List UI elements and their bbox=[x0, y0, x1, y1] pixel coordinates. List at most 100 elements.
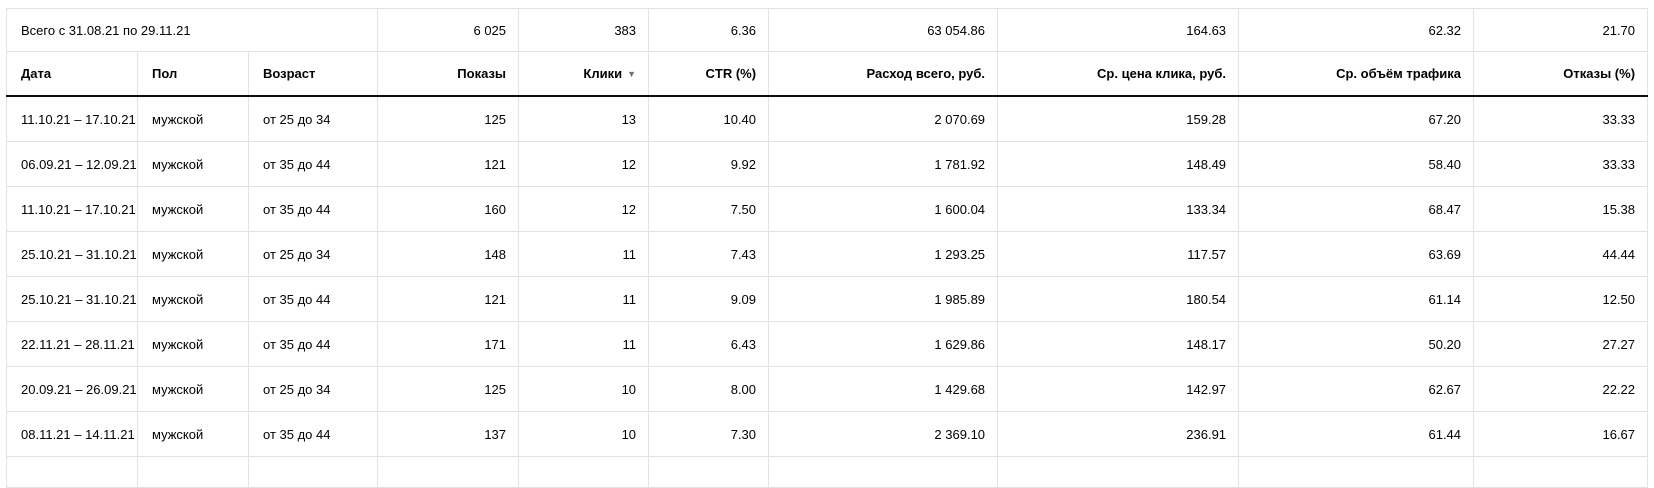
totals-ctr: 6.36 bbox=[648, 8, 770, 52]
table-row: 11.10.21 – 17.10.21 мужской от 35 до 44 160… bbox=[6, 186, 1649, 232]
cell-bounce-rate: 33.33 bbox=[1473, 141, 1649, 187]
column-header-ctr[interactable]: CTR (%) bbox=[648, 51, 770, 97]
cell-avg-cpc: 117.57 bbox=[997, 231, 1240, 277]
cell-impressions: 171 bbox=[377, 321, 520, 367]
table-row: 22.11.21 – 28.11.21 мужской от 35 до 44 171… bbox=[6, 321, 1649, 367]
cell-avg-cpc: 159.28 bbox=[997, 95, 1240, 142]
header-row: Дата Пол Возраст Показы Клики ▼ CTR (%) Р… bbox=[6, 51, 1649, 97]
cell-total-cost: 1 600.04 bbox=[768, 186, 999, 232]
cell-bounce-rate: 44.44 bbox=[1473, 231, 1649, 277]
cell-total-cost: 1 985.89 bbox=[768, 276, 999, 322]
column-header-clicks-label: Клики bbox=[583, 66, 623, 81]
column-header-avg-cpc[interactable]: Ср. цена клика, руб. bbox=[997, 51, 1240, 97]
cell-total-cost: 1 781.92 bbox=[768, 141, 999, 187]
cell-date: 08.11.21 – 14.11.21 bbox=[6, 411, 138, 457]
table-row: 06.09.21 – 12.09.21 мужской от 35 до 44 121… bbox=[6, 141, 1649, 187]
totals-row: Всего с 31.08.21 по 29.11.21 6 025 383 6… bbox=[5, 8, 1649, 52]
totals-avg-traffic-volume: 62.32 bbox=[1238, 8, 1475, 52]
cell-impressions: 125 bbox=[377, 95, 520, 142]
cell-gender: мужской bbox=[137, 95, 249, 142]
cell-gender: мужской bbox=[137, 411, 249, 457]
cell-avg-cpc: 180.54 bbox=[997, 276, 1240, 322]
cell-bounce-rate: 22.22 bbox=[1473, 366, 1649, 412]
totals-total-cost: 63 054.86 bbox=[768, 8, 999, 52]
cell-gender: мужской bbox=[137, 366, 249, 412]
totals-impressions: 6 025 bbox=[377, 8, 520, 52]
cell-gender: мужской bbox=[137, 276, 249, 322]
table-row: 25.10.21 – 31.10.21 мужской от 35 до 44 121… bbox=[6, 276, 1649, 322]
cell-bounce-rate: 27.27 bbox=[1473, 321, 1649, 367]
cell-bounce-rate: 33.33 bbox=[1473, 95, 1649, 142]
cell-avg-traffic-volume: 68.47 bbox=[1238, 186, 1475, 232]
cell-ctr: 7.50 bbox=[648, 186, 770, 232]
cell-ctr: 6.43 bbox=[648, 321, 770, 367]
cell-total-cost: 1 429.68 bbox=[768, 366, 999, 412]
cell-avg-traffic-volume: 62.67 bbox=[1238, 366, 1475, 412]
cell-gender: мужской bbox=[137, 186, 249, 232]
cell-avg-traffic-volume: 67.20 bbox=[1238, 95, 1475, 142]
cell-clicks: 11 bbox=[518, 276, 650, 322]
table-row: 08.11.21 – 14.11.21 мужской от 35 до 44 137… bbox=[6, 411, 1649, 457]
column-header-gender[interactable]: Пол bbox=[137, 51, 249, 97]
cell-avg-cpc: 236.91 bbox=[997, 411, 1240, 457]
cell-date: 20.09.21 – 26.09.21 bbox=[6, 366, 138, 412]
cell-date: 22.11.21 – 28.11.21 bbox=[6, 321, 138, 367]
cell-clicks: 13 bbox=[518, 95, 650, 142]
column-header-date[interactable]: Дата bbox=[6, 51, 138, 97]
cell-clicks: 11 bbox=[518, 321, 650, 367]
column-header-age[interactable]: Возраст bbox=[247, 51, 379, 97]
cell-age: от 35 до 44 bbox=[247, 276, 379, 322]
column-header-total-cost[interactable]: Расход всего, руб. bbox=[768, 51, 999, 97]
column-header-clicks[interactable]: Клики ▼ bbox=[518, 51, 650, 97]
cell-bounce-rate: 16.67 bbox=[1473, 411, 1649, 457]
cell-avg-traffic-volume: 63.69 bbox=[1238, 231, 1475, 277]
cell-age: от 25 до 34 bbox=[247, 95, 379, 142]
cell-avg-traffic-volume: 58.40 bbox=[1238, 141, 1475, 187]
cell-clicks: 10 bbox=[518, 366, 650, 412]
table-row: 11.10.21 – 17.10.21 мужской от 25 до 34 125… bbox=[6, 95, 1649, 142]
cell-avg-traffic-volume: 61.14 bbox=[1238, 276, 1475, 322]
table-body: 11.10.21 – 17.10.21 мужской от 25 до 34 125… bbox=[6, 95, 1649, 457]
cell-bounce-rate: 15.38 bbox=[1473, 186, 1649, 232]
cell-date: 11.10.21 – 17.10.21 bbox=[6, 95, 138, 142]
cell-total-cost: 2 369.10 bbox=[768, 411, 999, 457]
cell-avg-cpc: 148.17 bbox=[997, 321, 1240, 367]
cell-total-cost: 1 293.25 bbox=[768, 231, 999, 277]
table-row: 25.10.21 – 31.10.21 мужской от 25 до 34 148… bbox=[6, 231, 1649, 277]
cell-age: от 35 до 44 bbox=[247, 321, 379, 367]
cell-date: 06.09.21 – 12.09.21 bbox=[6, 141, 138, 187]
cell-ctr: 8.00 bbox=[648, 366, 770, 412]
cell-age: от 25 до 34 bbox=[247, 366, 379, 412]
cell-impressions: 137 bbox=[377, 411, 520, 457]
column-header-impressions[interactable]: Показы bbox=[377, 51, 520, 97]
cell-date: 25.10.21 – 31.10.21 bbox=[6, 276, 138, 322]
cell-impressions: 148 bbox=[377, 231, 520, 277]
cell-date: 11.10.21 – 17.10.21 bbox=[6, 186, 138, 232]
column-header-bounce-rate[interactable]: Отказы (%) bbox=[1473, 51, 1649, 97]
table-row: 20.09.21 – 26.09.21 мужской от 25 до 34 125… bbox=[6, 366, 1649, 412]
cell-ctr: 7.30 bbox=[648, 411, 770, 457]
cell-clicks: 11 bbox=[518, 231, 650, 277]
cell-impressions: 121 bbox=[377, 141, 520, 187]
cell-bounce-rate: 12.50 bbox=[1473, 276, 1649, 322]
cell-clicks: 12 bbox=[518, 186, 650, 232]
statistics-table: Всего с 31.08.21 по 29.11.21 6 025 383 6… bbox=[5, 8, 1649, 488]
cell-impressions: 121 bbox=[377, 276, 520, 322]
cell-ctr: 9.92 bbox=[648, 141, 770, 187]
cell-clicks: 12 bbox=[518, 141, 650, 187]
sort-desc-icon[interactable]: ▼ bbox=[627, 69, 637, 79]
cell-age: от 35 до 44 bbox=[247, 411, 379, 457]
cell-ctr: 10.40 bbox=[648, 95, 770, 142]
totals-avg-cpc: 164.63 bbox=[997, 8, 1240, 52]
cell-ctr: 7.43 bbox=[648, 231, 770, 277]
cell-date: 25.10.21 – 31.10.21 bbox=[6, 231, 138, 277]
cell-impressions: 125 bbox=[377, 366, 520, 412]
cell-age: от 35 до 44 bbox=[247, 141, 379, 187]
cell-total-cost: 1 629.86 bbox=[768, 321, 999, 367]
totals-label: Всего с 31.08.21 по 29.11.21 bbox=[5, 8, 379, 52]
cell-age: от 35 до 44 bbox=[247, 186, 379, 232]
column-header-avg-traffic-volume[interactable]: Ср. объём трафика bbox=[1238, 51, 1475, 97]
totals-clicks: 383 bbox=[518, 8, 650, 52]
cell-clicks: 10 bbox=[518, 411, 650, 457]
